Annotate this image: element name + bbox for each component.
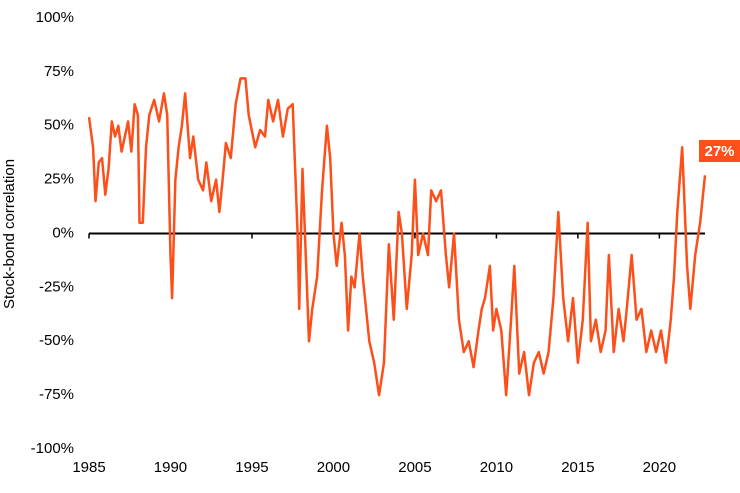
- x-tick-label: 2010: [480, 459, 513, 476]
- y-tick-label: -50%: [39, 332, 74, 349]
- annotation-box: [699, 140, 740, 162]
- y-axis-label: Stock-bond correlation: [1, 159, 18, 309]
- x-tick-label: 2000: [317, 459, 350, 476]
- line-series: [87, 77, 707, 397]
- y-tick-label: 50%: [44, 117, 74, 134]
- x-tick-label: 1995: [235, 459, 268, 476]
- y-tick-label: -75%: [39, 386, 74, 403]
- y-tick-label: 75%: [44, 63, 74, 80]
- y-tick-label: 25%: [44, 171, 74, 188]
- y-tick-label: -100%: [31, 440, 74, 457]
- y-tick-label: -25%: [39, 278, 74, 295]
- annotation-label: 27%: [704, 143, 734, 160]
- y-tick-label: 100%: [36, 9, 74, 26]
- x-tick-label: 2015: [561, 459, 594, 476]
- x-tick-label: 2020: [643, 459, 676, 476]
- x-tick-label: 2005: [398, 459, 431, 476]
- y-tick-label: 0%: [52, 224, 74, 241]
- annotation: 27%: [699, 140, 740, 162]
- x-tick-label: 1985: [72, 459, 105, 476]
- x-tick-label: 1990: [154, 459, 187, 476]
